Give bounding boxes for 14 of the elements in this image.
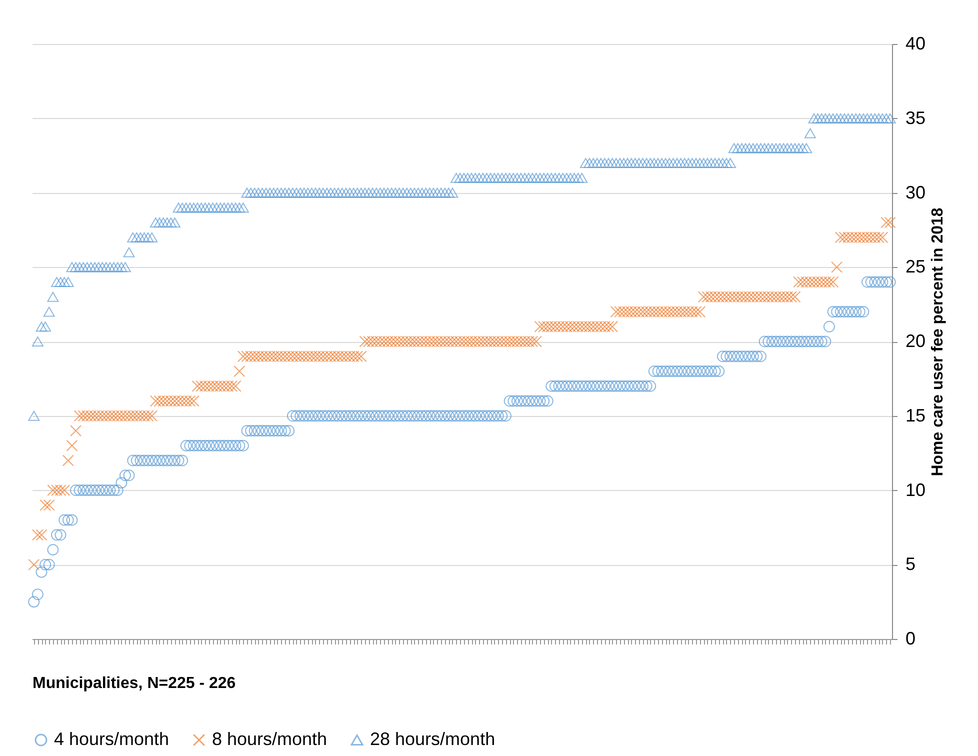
y-tick-label: 30 [906,182,926,202]
y-tick-label: 20 [906,331,926,351]
legend-label: 4 hours/month [54,729,170,749]
legend-label: 8 hours/month [212,729,328,749]
y-tick-label: 15 [906,405,926,426]
y-tick-label: 0 [906,628,916,648]
y-tick-label: 5 [906,554,916,574]
x-axis-title: Municipalities, N=225 - 226 [32,675,236,692]
legend-label: 28 hours/month [370,729,496,749]
y-axis-title: Home care user fee percent in 2018 [930,208,947,476]
y-tick-label: 35 [906,108,926,128]
y-tick-label: 25 [906,256,926,277]
y-tick-label: 40 [906,34,926,54]
y-tick-label: 10 [906,480,926,500]
